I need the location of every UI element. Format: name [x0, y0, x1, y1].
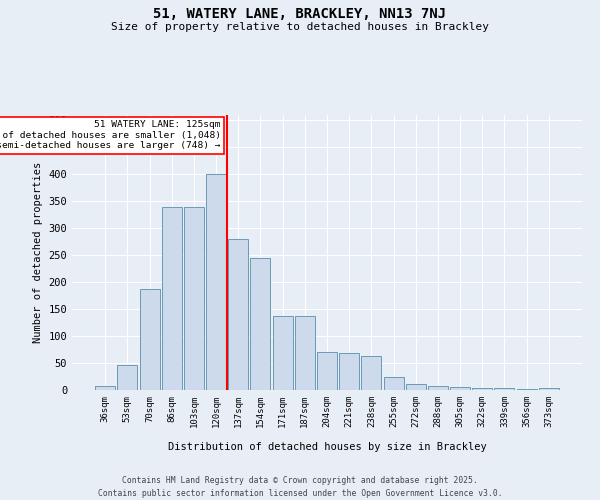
Text: Size of property relative to detached houses in Brackley: Size of property relative to detached ho…: [111, 22, 489, 32]
Text: Contains public sector information licensed under the Open Government Licence v3: Contains public sector information licen…: [98, 489, 502, 498]
Y-axis label: Number of detached properties: Number of detached properties: [33, 162, 43, 343]
Bar: [228, 239, 248, 390]
Bar: [494, 388, 514, 390]
Bar: [95, 386, 115, 390]
Bar: [206, 174, 226, 390]
Bar: [272, 316, 293, 390]
Bar: [140, 288, 160, 390]
Bar: [517, 389, 536, 390]
Text: 51 WATERY LANE: 125sqm
← 58% of detached houses are smaller (1,048)
41% of semi-: 51 WATERY LANE: 125sqm ← 58% of detached…: [0, 120, 221, 150]
Bar: [295, 316, 315, 390]
Bar: [383, 376, 404, 390]
Text: Distribution of detached houses by size in Brackley: Distribution of detached houses by size …: [167, 442, 487, 452]
Bar: [428, 386, 448, 390]
Bar: [539, 388, 559, 390]
Bar: [472, 388, 492, 390]
Bar: [184, 206, 204, 390]
Text: Contains HM Land Registry data © Crown copyright and database right 2025.: Contains HM Land Registry data © Crown c…: [122, 476, 478, 485]
Bar: [406, 384, 426, 390]
Bar: [118, 364, 137, 390]
Bar: [361, 356, 382, 390]
Bar: [250, 258, 271, 390]
Bar: [162, 206, 182, 390]
Bar: [339, 354, 359, 390]
Text: 51, WATERY LANE, BRACKLEY, NN13 7NJ: 51, WATERY LANE, BRACKLEY, NN13 7NJ: [154, 8, 446, 22]
Bar: [317, 352, 337, 390]
Bar: [450, 388, 470, 390]
